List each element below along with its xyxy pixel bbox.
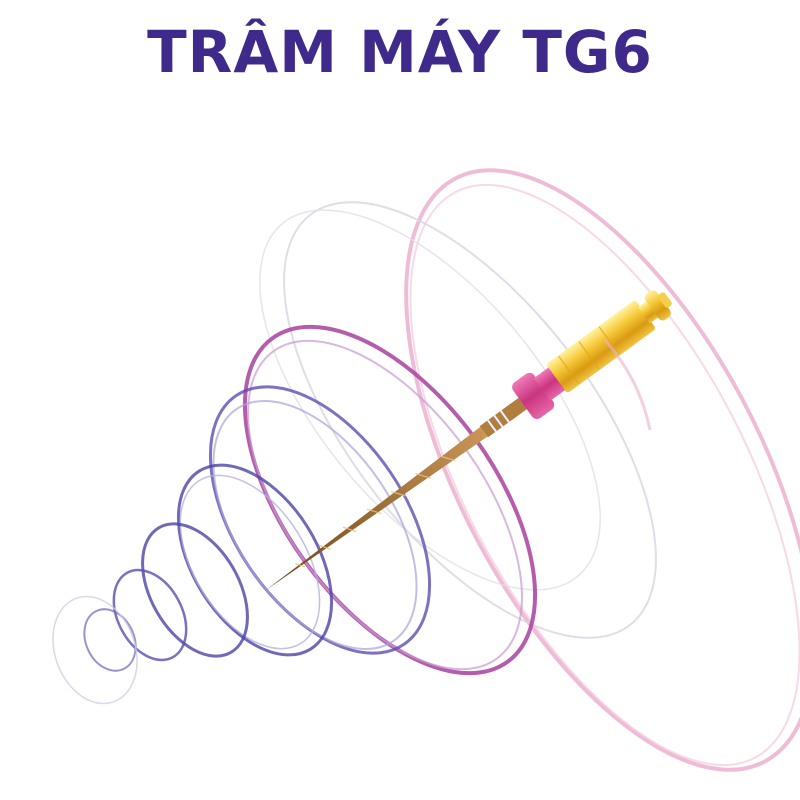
- gold-handle: [546, 300, 656, 394]
- rotary-file: [252, 280, 681, 608]
- swirl-rings: [39, 108, 800, 800]
